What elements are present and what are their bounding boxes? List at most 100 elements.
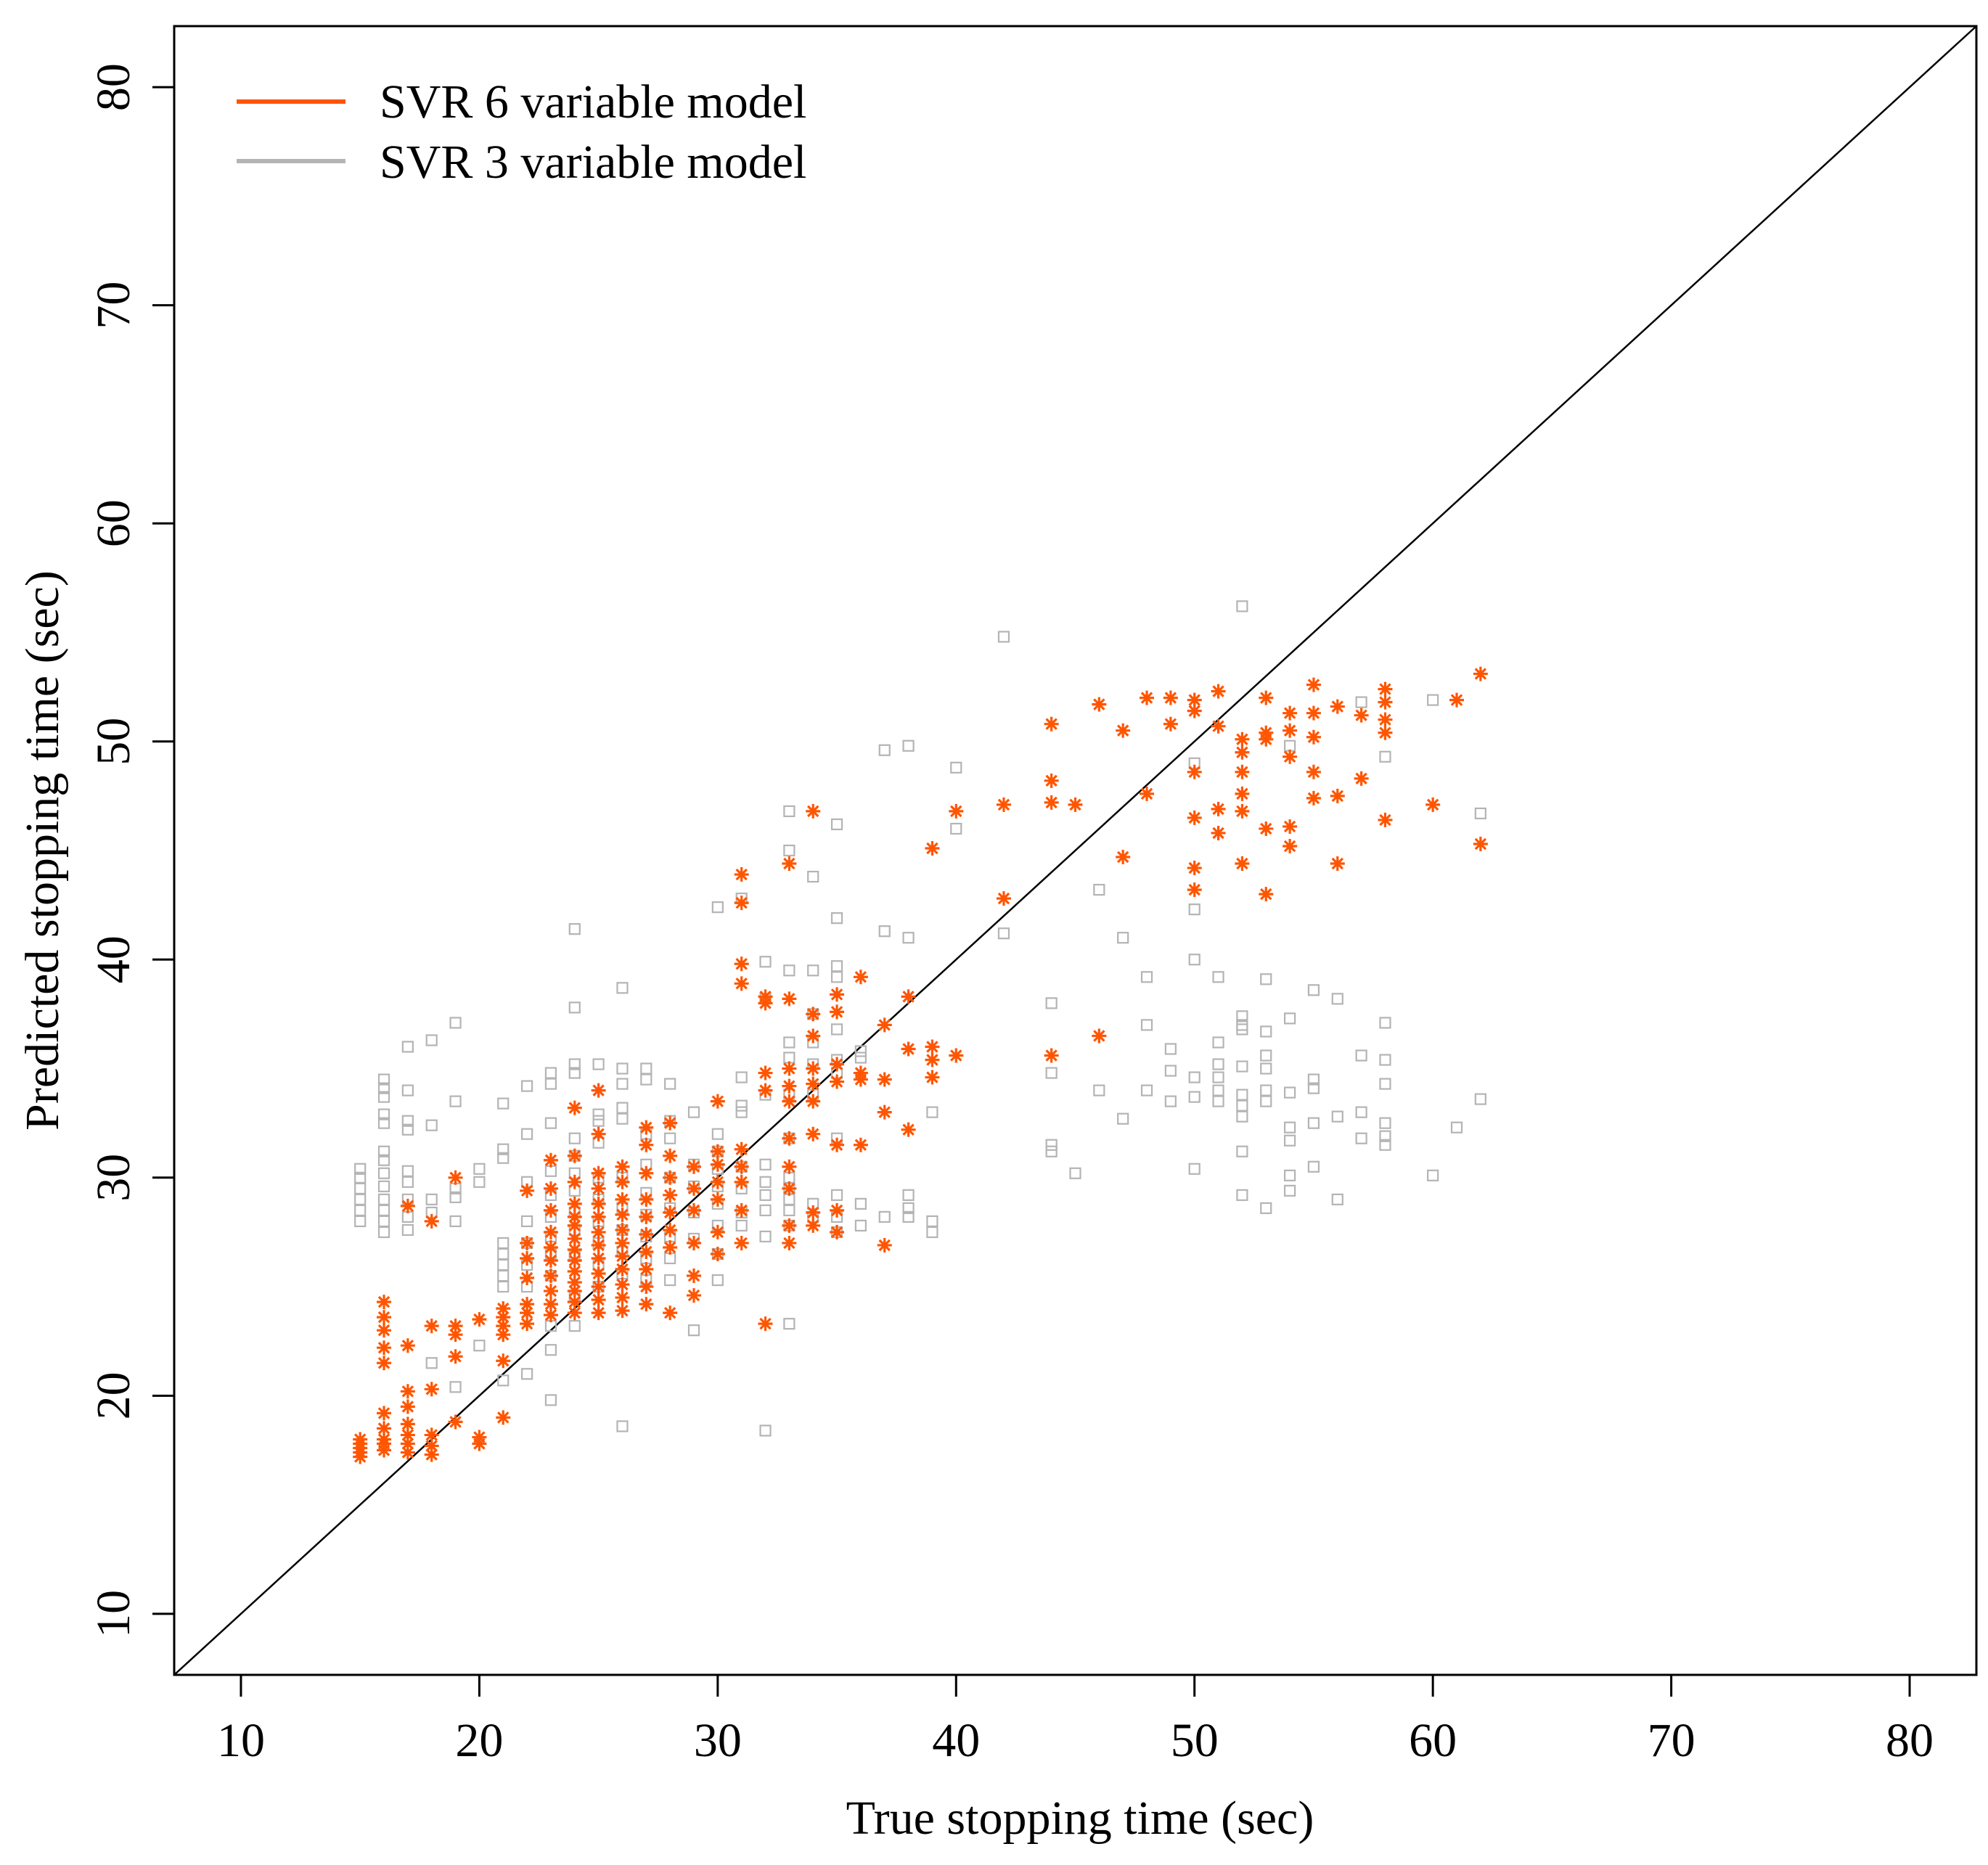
legend: SVR 6 variable model SVR 3 variable mode…	[237, 75, 806, 189]
svr-3-point	[401, 1115, 414, 1127]
svr-6-point	[520, 1235, 535, 1250]
svr-6-point	[1306, 790, 1321, 806]
svr-6-point	[830, 1224, 845, 1239]
svr-3-point	[1283, 1121, 1296, 1134]
svr-3-point	[401, 1223, 414, 1237]
svr-6-point	[520, 1250, 535, 1266]
svr-3-point	[878, 1210, 891, 1223]
svr-6-point	[1068, 797, 1083, 812]
svr-6-point	[1187, 692, 1202, 708]
svr-3-point	[616, 1102, 629, 1114]
svr-6-point	[1092, 1028, 1107, 1044]
svr-3-point	[902, 1210, 915, 1223]
svr-6-point	[400, 1338, 415, 1353]
svr-6-point	[472, 1312, 487, 1327]
svr-6-point	[400, 1198, 415, 1213]
svr-6-point	[1378, 694, 1393, 710]
svr-3-point	[759, 1189, 772, 1201]
svr-6-point	[1211, 718, 1226, 734]
svr-6-point	[591, 1083, 606, 1098]
svr-6-point	[543, 1239, 558, 1255]
svr-3-point	[568, 1320, 581, 1332]
svr-3-point	[568, 923, 581, 935]
svr-6-point	[567, 1218, 582, 1233]
svr-6-point	[1211, 684, 1226, 699]
svr-3-point	[1117, 1112, 1129, 1125]
svr-6-point	[806, 1094, 821, 1109]
svr-6-point	[543, 1202, 558, 1218]
svr-6-point	[663, 1222, 678, 1237]
svr-6-point	[615, 1159, 630, 1174]
svr-3-point	[1093, 883, 1105, 896]
svr-3-point	[377, 1154, 390, 1166]
svr-3-point	[878, 925, 891, 938]
svr-3-point	[735, 1071, 748, 1083]
svr-3-point	[1283, 1169, 1296, 1181]
svr-6-point	[400, 1445, 415, 1460]
svr-6-point	[830, 1057, 845, 1072]
legend-label-svr-3: SVR 3 variable model	[380, 136, 806, 189]
svr-3-point	[1236, 1019, 1248, 1031]
svr-6-point	[734, 1141, 749, 1157]
svr-3-point	[902, 1202, 915, 1214]
svr-6-point	[567, 1174, 582, 1189]
svr-3-point	[997, 631, 1010, 643]
svr-6-point	[448, 1349, 463, 1364]
svr-6-point	[1187, 703, 1202, 718]
svr-3-point	[377, 1108, 390, 1120]
svr-3-point	[1140, 1019, 1153, 1031]
svr-6-point	[1283, 749, 1298, 764]
svr-6-point	[1449, 692, 1464, 708]
svr-6-point	[591, 1209, 606, 1224]
y-tick-label: 40	[87, 935, 140, 983]
svr-3-point	[783, 844, 795, 857]
svr-6-point	[1211, 801, 1226, 816]
svr-6-point	[543, 1284, 558, 1299]
svr-6-point	[1473, 666, 1488, 681]
svr-6-point	[1259, 887, 1274, 902]
svr-6-point	[663, 1115, 678, 1131]
svr-3-point	[592, 1058, 605, 1070]
svr-3-point	[1093, 1084, 1105, 1097]
svr-6-point	[1283, 705, 1298, 721]
svr-6-point	[543, 1152, 558, 1168]
svr-3-point	[1140, 1084, 1153, 1097]
svr-3-point	[1260, 1202, 1272, 1214]
svr-6-point	[400, 1427, 415, 1443]
x-tick-label: 70	[1648, 1714, 1695, 1767]
svr-6-point	[543, 1253, 558, 1268]
svr-3-point	[1045, 1145, 1058, 1157]
svr-3-point	[1379, 750, 1391, 763]
svr-6-point	[1235, 786, 1250, 801]
x-tick-label: 50	[1171, 1714, 1219, 1767]
svr-3-point	[425, 1193, 438, 1205]
svr-3-point	[401, 1041, 414, 1053]
svr-3-point	[1260, 973, 1272, 985]
svr-3-point	[1188, 954, 1200, 966]
svr-6-point	[734, 867, 749, 882]
svr-6-point	[1187, 764, 1202, 779]
svr-6-point	[567, 1209, 582, 1224]
svr-6-point	[639, 1120, 654, 1135]
svr-3-point	[616, 1062, 629, 1075]
svr-6-point	[1306, 677, 1321, 692]
svr-3-point	[759, 1230, 772, 1243]
svr-6-point	[782, 991, 797, 1007]
svr-3-point	[449, 1191, 462, 1203]
svr-6-variable-series	[353, 666, 1488, 1464]
svr-6-point	[663, 1148, 678, 1163]
svr-6-point	[591, 1266, 606, 1282]
svr-3-point	[1188, 903, 1200, 916]
svr-3-point	[711, 1128, 724, 1140]
svr-3-point	[1450, 1121, 1463, 1134]
svr-3-point	[1379, 1017, 1391, 1029]
svr-6-point	[734, 1235, 749, 1250]
svr-3-point	[711, 1274, 724, 1287]
svr-6-point	[782, 1094, 797, 1109]
svr-3-point	[902, 932, 915, 944]
svr-6-point	[1044, 716, 1059, 731]
svr-6-point	[591, 1279, 606, 1295]
svr-6-point	[1235, 731, 1250, 747]
legend-label-svr-6: SVR 6 variable model	[380, 75, 806, 128]
